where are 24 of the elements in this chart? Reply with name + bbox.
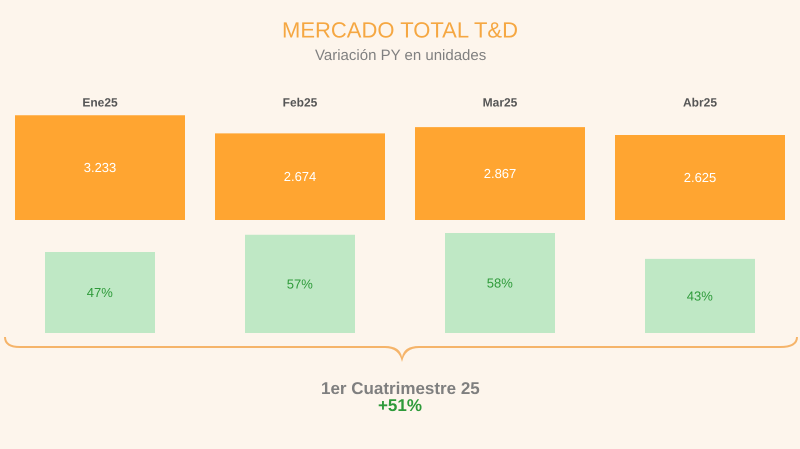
chart-subtitle: Variación PY en unidades bbox=[315, 47, 486, 64]
x-tick-label: Abr25 bbox=[682, 96, 718, 110]
data-label: 3.233 bbox=[84, 160, 116, 176]
data-label: 47% bbox=[86, 284, 114, 300]
text: +51% bbox=[378, 396, 422, 415]
x-tick-label: Mar25 bbox=[482, 96, 518, 110]
bar bbox=[445, 233, 555, 333]
bar bbox=[415, 127, 585, 220]
data-label: 58% bbox=[486, 276, 514, 290]
x-tick-label: Feb25 bbox=[282, 96, 318, 110]
bar bbox=[15, 115, 185, 220]
text: 1er Cuatrimestre 25 bbox=[321, 379, 480, 398]
data-label: 57% bbox=[286, 276, 314, 292]
x-tick-label: Ene25 bbox=[82, 96, 118, 110]
bar bbox=[45, 252, 155, 333]
bar bbox=[615, 134, 785, 220]
data-label: 2.625 bbox=[684, 170, 716, 185]
bar bbox=[245, 234, 355, 333]
chart-title: MERCADO TOTAL T&D bbox=[282, 17, 518, 42]
bar bbox=[645, 258, 755, 333]
data-label: 43% bbox=[686, 288, 714, 304]
data-label: 2.674 bbox=[284, 169, 316, 184]
data-label: 2.867 bbox=[484, 166, 516, 182]
bar bbox=[215, 133, 385, 220]
